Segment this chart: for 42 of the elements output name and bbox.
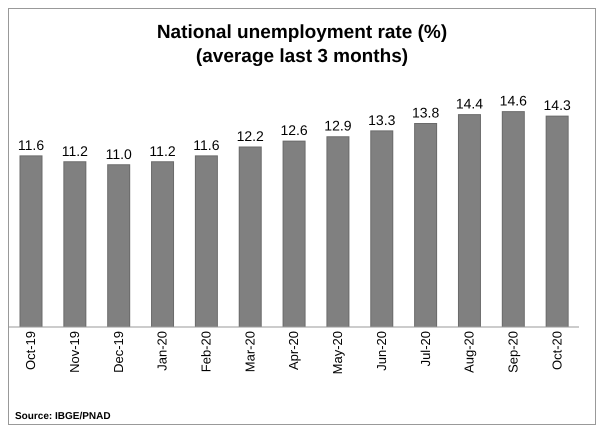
x-tick-label: Aug-20 (462, 331, 477, 373)
bar (107, 164, 130, 327)
data-label: 12.9 (324, 118, 352, 134)
x-tick-label: Jan-20 (154, 331, 170, 371)
x-tick-label: Oct-20 (549, 331, 564, 370)
bar (370, 130, 394, 327)
data-label: 11.6 (18, 136, 44, 153)
chart-subtitle: (average last 3 months) (194, 45, 410, 69)
data-label: 13.3 (368, 112, 396, 128)
x-tick-label: May-20 (330, 331, 346, 374)
data-label: 13.8 (412, 104, 440, 120)
bar (63, 161, 86, 327)
data-label: 11.2 (149, 142, 176, 159)
data-label: 14.6 (500, 92, 528, 109)
x-tick-label: Feb-20 (198, 331, 214, 372)
source-note: Source: IBGE/PNAD (15, 411, 111, 422)
data-label: 14.4 (456, 96, 484, 112)
bar (546, 116, 569, 327)
data-label: 11.6 (193, 136, 220, 153)
x-tick-label: Jun-20 (374, 331, 389, 371)
bar (194, 155, 218, 327)
chart-title: National unemployment rate (%) (156, 21, 448, 45)
x-tick-label: Sep-20 (505, 331, 520, 373)
x-tick-label: Nov-19 (67, 331, 82, 373)
data-label: 11.2 (62, 142, 88, 159)
data-label: 12.6 (280, 122, 308, 138)
bar (151, 161, 174, 327)
bar (238, 146, 262, 327)
bar (282, 140, 306, 327)
data-label: 11.0 (106, 146, 132, 162)
x-tick-label: Mar-20 (242, 331, 258, 372)
x-tick-label: Jul-20 (418, 331, 433, 366)
data-label: 12.2 (236, 128, 264, 144)
x-tick-label: Dec-19 (110, 331, 126, 373)
bar (502, 111, 525, 327)
bar (20, 155, 42, 327)
x-tick-label: Oct-19 (23, 331, 38, 370)
data-label: 14.3 (544, 97, 571, 114)
x-tick-label: Apr-20 (286, 331, 302, 370)
bar (458, 114, 481, 327)
bar (414, 122, 438, 327)
bar (326, 136, 350, 327)
